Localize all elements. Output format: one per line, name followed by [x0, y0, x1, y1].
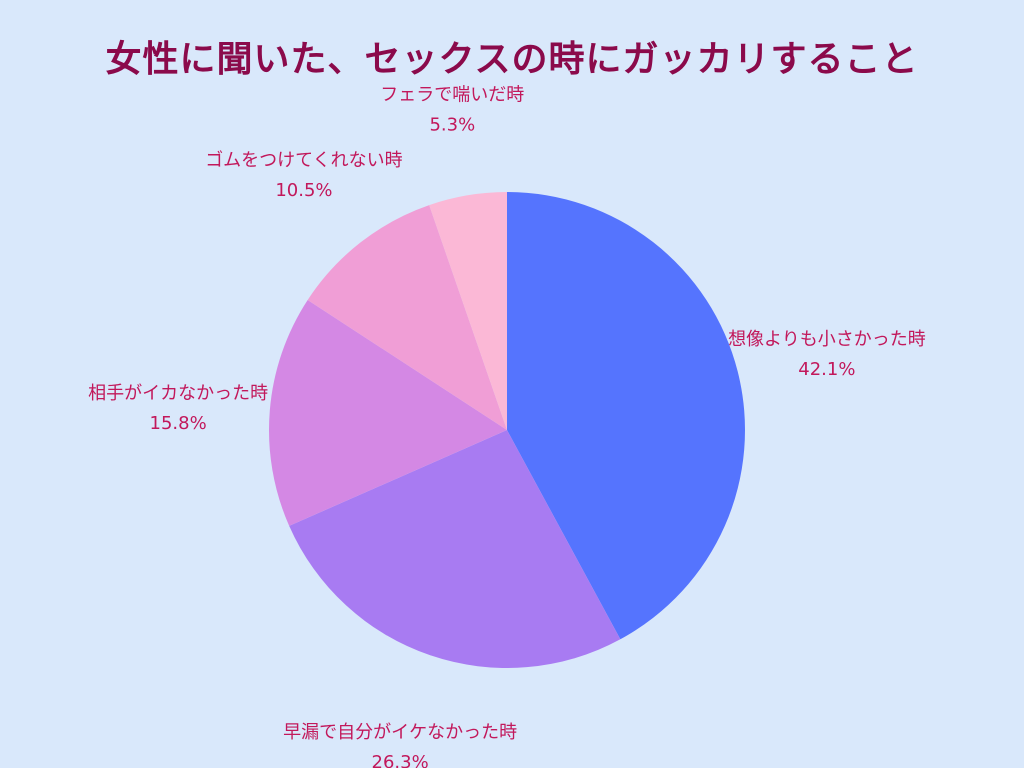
slice-value-label-3: 10.5%	[275, 180, 332, 201]
slice-value-label-4: 5.3%	[429, 115, 475, 136]
slice-value-label-0: 42.1%	[798, 359, 855, 380]
pie-slices	[269, 192, 746, 668]
chart-title: 女性に聞いた、セックスの時にガッカリすること	[105, 39, 919, 80]
slice-value-label-2: 15.8%	[150, 413, 207, 434]
pie-slice-0	[507, 192, 746, 640]
pie-slice-3	[307, 205, 507, 430]
pie-labels: 想像よりも小さかった時 42.1% 早漏で自分がイケなかった時 26.3% 相手がイカな…	[88, 85, 926, 768]
slice-label-2: 相手がイカなかった時	[88, 383, 268, 404]
pie-slice-2	[269, 299, 507, 526]
pie-slice-1	[289, 430, 621, 668]
slice-label-0: 想像よりも小さかった時	[728, 329, 926, 350]
slice-value-label-1: 26.3%	[372, 752, 429, 768]
slice-label-3: ゴムをつけてくれない時	[205, 150, 402, 171]
slice-label-4: フェラで喘いだ時	[380, 85, 524, 106]
pie-slice-4	[429, 192, 507, 430]
slice-label-1: 早漏で自分がイケなかった時	[283, 722, 517, 743]
